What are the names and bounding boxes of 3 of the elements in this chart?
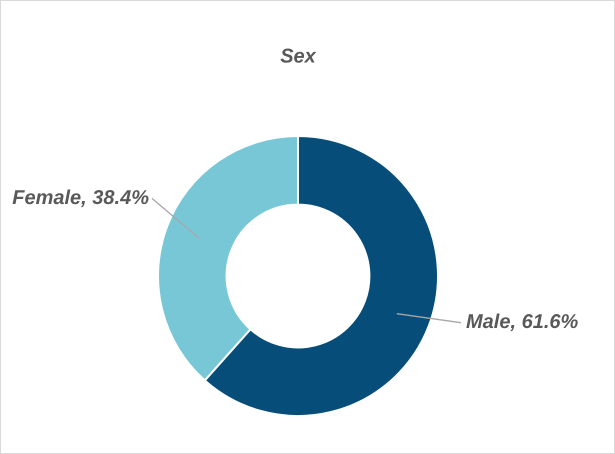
slice-label: Female, 38.4% xyxy=(12,186,150,209)
chart-title: Sex xyxy=(280,46,317,68)
slice-label: Male, 61.6% xyxy=(466,311,578,334)
